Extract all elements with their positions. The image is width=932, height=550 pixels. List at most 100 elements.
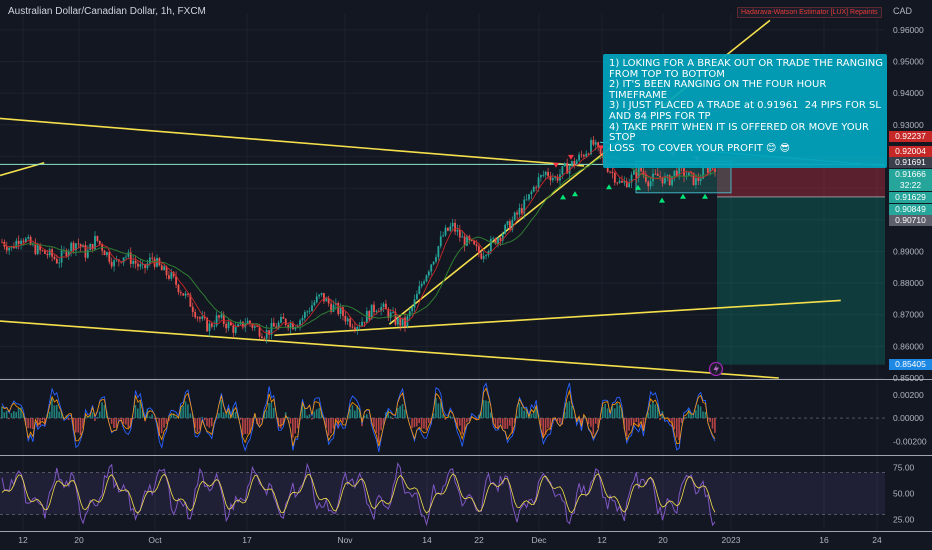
candle-body <box>566 163 569 174</box>
osc-bar <box>594 418 597 424</box>
candle-body <box>687 172 690 177</box>
candle-body <box>532 186 535 192</box>
candle-body <box>358 326 361 328</box>
candle-body <box>79 244 82 248</box>
candle-body <box>585 153 588 157</box>
osc-bar <box>179 405 182 419</box>
candle-body <box>210 323 213 327</box>
osc-bar <box>685 416 688 419</box>
osc-bar <box>222 412 225 419</box>
candle-body <box>234 326 237 333</box>
candle-body <box>17 240 20 245</box>
candle-body <box>165 266 168 276</box>
candle-body <box>230 322 232 326</box>
osc-bar <box>29 418 32 429</box>
ma-fast <box>1 146 716 335</box>
osc-bar <box>628 418 630 431</box>
candle-body <box>22 240 25 243</box>
alert-icon[interactable] <box>708 361 724 377</box>
candle-body <box>15 240 18 249</box>
time-axis[interactable]: 12 20 Oct 17 Nov 14 22 Dec 12 20 2023 16 24 <box>18 535 882 545</box>
candle-body <box>110 261 113 267</box>
candle-body <box>113 260 115 267</box>
osc-bar <box>501 418 504 429</box>
candle-body <box>103 250 106 256</box>
osc-bar <box>289 418 292 424</box>
candle-body <box>373 304 375 312</box>
osc-bar <box>704 411 707 419</box>
candle-body <box>423 281 425 284</box>
candle-body <box>308 310 311 312</box>
osc-bar <box>82 418 84 429</box>
candle-body <box>325 298 328 302</box>
candle-body <box>454 222 456 232</box>
candle-body <box>187 293 189 295</box>
osc-bar <box>134 405 137 419</box>
osc-bar <box>411 418 413 429</box>
osc-bar <box>559 418 561 424</box>
candle-body <box>435 257 437 262</box>
osc-bar <box>268 403 270 419</box>
osc-bar <box>1 406 3 419</box>
time-tick: Dec <box>531 535 547 545</box>
candle-body <box>385 303 387 309</box>
osc-bar <box>523 410 525 419</box>
candle-body <box>389 312 392 318</box>
candle-body <box>225 323 228 329</box>
trade-note-text: 1) LOKING FOR A BREAK OUT OR TRADE THE R… <box>609 58 883 154</box>
osc-bar <box>275 418 277 419</box>
osc-bar <box>53 405 56 419</box>
osc-bar <box>89 415 91 419</box>
candle-body <box>311 305 313 311</box>
rsi-tick: 50.00 <box>893 488 915 498</box>
osc-bar <box>637 418 640 427</box>
osc-bar <box>449 415 452 419</box>
candle-body <box>597 142 600 148</box>
osc-bar <box>129 418 132 429</box>
candle-body <box>590 140 592 155</box>
osc-bar <box>220 400 223 419</box>
symbol-title[interactable]: Australian Dollar/Canadian Dollar, 1h, F… <box>8 6 206 17</box>
candle-body <box>544 171 547 176</box>
osc-bar <box>647 412 649 419</box>
osc-bar <box>516 415 518 419</box>
osc-bar <box>122 418 125 424</box>
candle-body <box>44 250 46 254</box>
candle-body <box>652 173 654 182</box>
osc-bar <box>244 418 246 434</box>
candle-body <box>191 306 194 313</box>
osc-bar <box>609 414 611 419</box>
candle-body <box>706 166 709 173</box>
osc-bar <box>58 411 60 419</box>
candle-body <box>466 236 468 246</box>
osc-bar <box>554 418 556 421</box>
candle-body <box>58 262 61 264</box>
candle-body <box>299 320 301 326</box>
candle-body <box>492 238 495 240</box>
osc-bar <box>148 416 151 419</box>
candle-body <box>606 165 609 172</box>
candle-body <box>625 181 628 188</box>
trade-note-box[interactable] <box>603 54 887 168</box>
candle-body <box>451 222 454 227</box>
candle-body <box>194 312 197 318</box>
osc-bar <box>504 418 506 430</box>
candle-body <box>213 325 216 327</box>
osc-bar <box>413 418 416 428</box>
osc-bar <box>611 405 614 419</box>
candle-body <box>611 171 614 173</box>
osc-bar <box>652 401 654 419</box>
price-axis[interactable]: 0.960000.950000.940000.930000.920000.910… <box>893 25 927 525</box>
candle-body <box>175 276 177 285</box>
candle-body <box>506 221 509 225</box>
indicator-legend[interactable]: Hadarava-Watson Estimator [LUX] Repaints <box>737 7 882 18</box>
candle-body <box>635 170 638 178</box>
candle-body <box>661 176 664 184</box>
candle-body <box>668 175 671 186</box>
candle-body <box>179 292 182 294</box>
candle-body <box>709 166 712 173</box>
osc-bar <box>365 414 368 419</box>
candle-body <box>351 326 354 328</box>
osc-bar <box>466 418 468 423</box>
